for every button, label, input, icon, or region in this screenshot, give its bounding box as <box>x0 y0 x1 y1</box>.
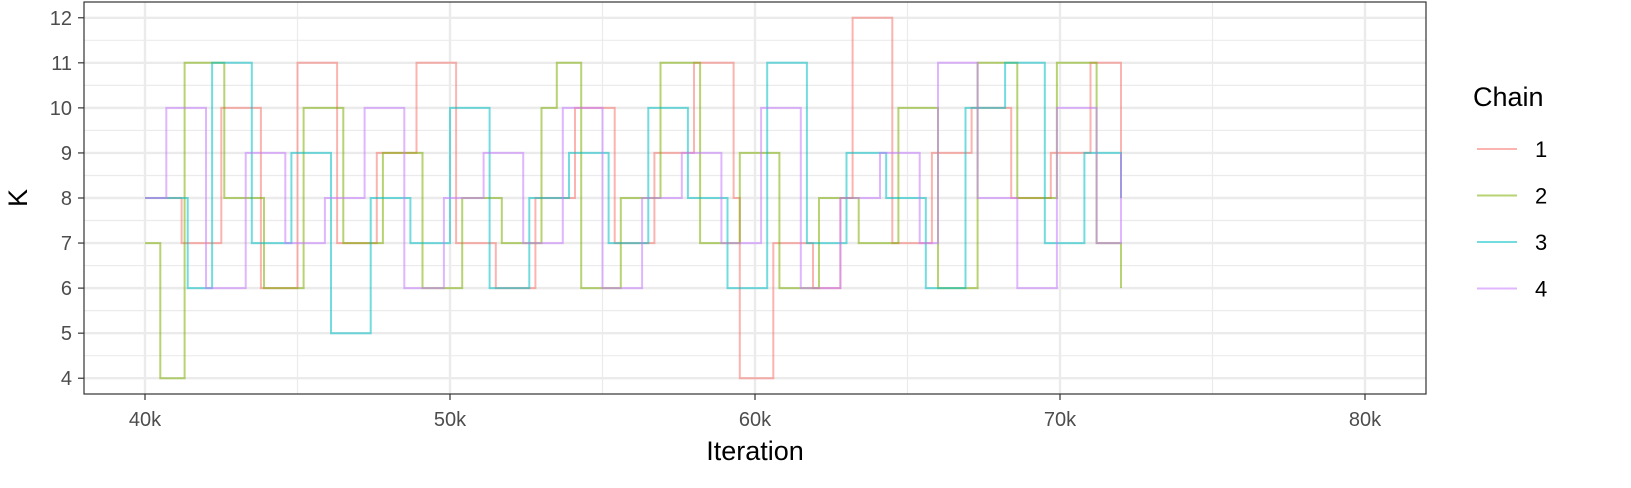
series-line-chain-4 <box>145 61 1122 290</box>
y-tick-label: 12 <box>50 8 72 30</box>
legend-label: 3 <box>1535 230 1547 255</box>
x-axis: 40k 50k 60k 70k 80k <box>129 394 1382 431</box>
series-line-chain-3 <box>145 61 1122 335</box>
legend-entries: 1 2 3 4 <box>1477 137 1547 302</box>
y-tick-label: 7 <box>61 233 72 255</box>
x-axis-title: Iteration <box>706 436 804 466</box>
x-tick-label: 60k <box>739 409 772 431</box>
y-axis: 4 5 6 7 8 9 10 11 12 <box>50 8 84 390</box>
series-layer <box>145 16 1122 380</box>
legend-entry-chain-4: 4 <box>1477 277 1547 302</box>
y-tick-label: 6 <box>61 278 72 300</box>
x-tick-label: 70k <box>1044 409 1077 431</box>
legend-entry-chain-1: 1 <box>1477 137 1547 162</box>
legend-entry-chain-3: 3 <box>1477 230 1547 255</box>
y-tick-label: 5 <box>61 323 72 345</box>
legend: Chain 1 2 3 4 <box>1473 82 1547 302</box>
y-tick-label: 8 <box>61 188 72 210</box>
y-axis-title: K <box>3 189 33 207</box>
legend-entry-chain-2: 2 <box>1477 184 1547 209</box>
y-tick-label: 10 <box>50 98 72 120</box>
legend-label: 2 <box>1535 184 1547 209</box>
legend-title: Chain <box>1473 82 1544 112</box>
legend-label: 4 <box>1535 277 1547 302</box>
y-tick-label: 11 <box>51 53 72 75</box>
x-tick-label: 40k <box>129 409 162 431</box>
x-tick-label: 50k <box>434 409 467 431</box>
x-tick-label: 80k <box>1349 409 1382 431</box>
y-tick-label: 9 <box>61 143 72 165</box>
y-tick-label: 4 <box>61 368 72 390</box>
legend-label: 1 <box>1535 137 1547 162</box>
